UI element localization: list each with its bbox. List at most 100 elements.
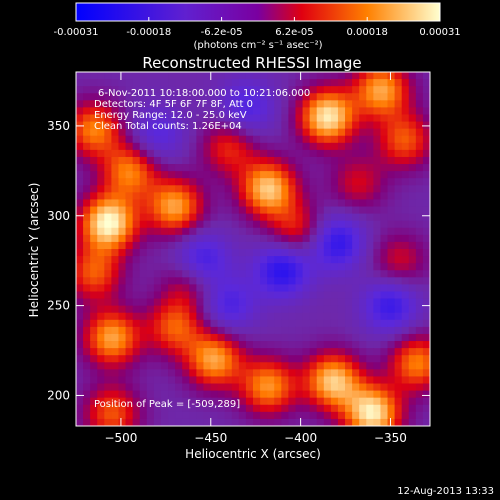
heatmap-cell [231,333,240,342]
heatmap-cell [387,404,395,413]
heatmap-cell [309,114,318,122]
heatmap-cell [387,192,395,200]
heatmap-cell [203,348,211,356]
heatmap-cell [316,241,325,250]
heatmap-cell [146,418,155,427]
heatmap-cell [231,86,240,94]
heatmap-cell [352,298,360,307]
colorbar-tick-label: -0.00031 [54,27,99,38]
heatmap-cell [260,404,268,413]
heatmap-cell [281,213,289,222]
heatmap-cell [224,79,233,87]
heatmap-cell [175,383,183,391]
heatmap-cell [316,227,325,236]
heatmap-cell [90,305,98,314]
heatmap-cell [359,121,367,130]
heatmap-cell [245,348,254,356]
heatmap-cell [83,348,91,356]
heatmap-cell [253,156,261,165]
heatmap-cell [309,100,318,108]
heatmap-cell [175,348,183,356]
heatmap-cell [139,93,148,101]
heatmap-cell [224,277,233,285]
heatmap-cell [373,164,381,172]
heatmap-cell [366,390,374,399]
heatmap-cell [274,227,282,236]
heatmap-cell [104,355,112,363]
heatmap-cell [316,107,325,115]
heatmap-cell [316,171,325,179]
heatmap-cell [323,128,332,137]
heatmap-cell [210,178,218,186]
heatmap-cell [345,305,353,314]
heatmap-cell [295,93,303,101]
heatmap-cell [323,355,332,363]
heatmap-cell [260,72,268,80]
heatmap-cell [104,164,112,172]
heatmap-cell [359,355,367,363]
heatmap-cell [302,284,311,292]
heatmap-cell [238,241,247,250]
heatmap-cell [309,142,318,151]
heatmap-cell [337,178,346,186]
heatmap-cell [203,107,211,115]
heatmap-cell [245,156,254,165]
heatmap-cell [83,298,91,307]
heatmap-cell [90,227,98,236]
heatmap-cell [132,121,141,130]
heatmap-cell [104,86,112,94]
heatmap-cell [125,241,134,250]
heatmap-cell [104,369,112,377]
heatmap-cell [408,135,417,144]
heatmap-cell [274,305,282,314]
heatmap-cell [302,241,311,250]
heatmap-cell [309,362,318,370]
heatmap-cell [153,206,162,214]
heatmap-cell [104,397,112,406]
heatmap-cell [118,348,126,356]
heatmap-cell [408,227,417,236]
y-axis-label: Heliocentric Y (arcsec) [27,183,41,318]
heatmap-cell [260,86,268,94]
heatmap-cell [118,319,126,328]
heatmap-cell [352,362,360,370]
heatmap-cell [111,362,119,370]
heatmap-cell [345,135,353,144]
heatmap-cell [189,86,197,94]
heatmap-cell [387,326,395,335]
heatmap-cell [415,376,424,384]
heatmap-cell [401,192,410,200]
heatmap-cell [203,128,211,137]
heatmap-cell [323,270,332,278]
heatmap-cell [337,72,346,80]
heatmap-cell [111,178,119,186]
heatmap-cell [245,249,254,257]
heatmap-cell [168,100,176,108]
heatmap-cell [253,107,261,115]
heatmap-cell [352,93,360,101]
heatmap-cell [345,291,353,299]
heatmap-cell [175,369,183,377]
heatmap-cell [111,390,119,399]
heatmap-cell [146,383,155,391]
heatmap-cell [408,326,417,335]
heatmap-cell [345,312,353,321]
heatmap-cell [408,312,417,321]
heatmap-cell [210,404,218,413]
heatmap-cell [373,390,381,399]
heatmap-cell [422,411,431,420]
heatmap-cell [104,376,112,384]
heatmap-cell [337,348,346,356]
heatmap-cell [153,114,162,122]
heatmap-cell [415,397,424,406]
heatmap-cell [373,206,381,214]
heatmap-cell [132,404,141,413]
heatmap-cell [210,79,218,87]
heatmap-cell [153,256,162,264]
heatmap-cell [97,312,105,321]
heatmap-cell [352,213,360,222]
heatmap-cell [210,418,218,427]
heatmap-cell [217,142,226,151]
heatmap-cell [366,164,374,172]
heatmap-cell [182,270,190,278]
